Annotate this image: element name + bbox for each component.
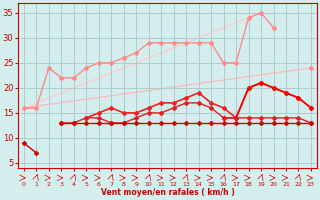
X-axis label: Vent moyen/en rafales ( km/h ): Vent moyen/en rafales ( km/h ) xyxy=(100,188,234,197)
